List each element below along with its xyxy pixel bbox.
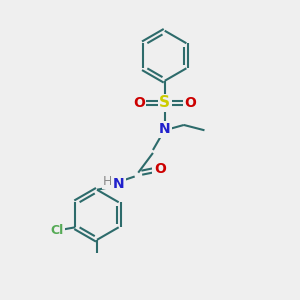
Text: O: O	[184, 96, 196, 110]
Text: Cl: Cl	[50, 224, 63, 237]
Text: N: N	[113, 177, 124, 191]
Text: S: S	[159, 95, 170, 110]
Text: O: O	[133, 96, 145, 110]
Text: H: H	[103, 175, 112, 188]
Text: O: O	[154, 162, 166, 176]
Text: N: N	[159, 122, 170, 136]
